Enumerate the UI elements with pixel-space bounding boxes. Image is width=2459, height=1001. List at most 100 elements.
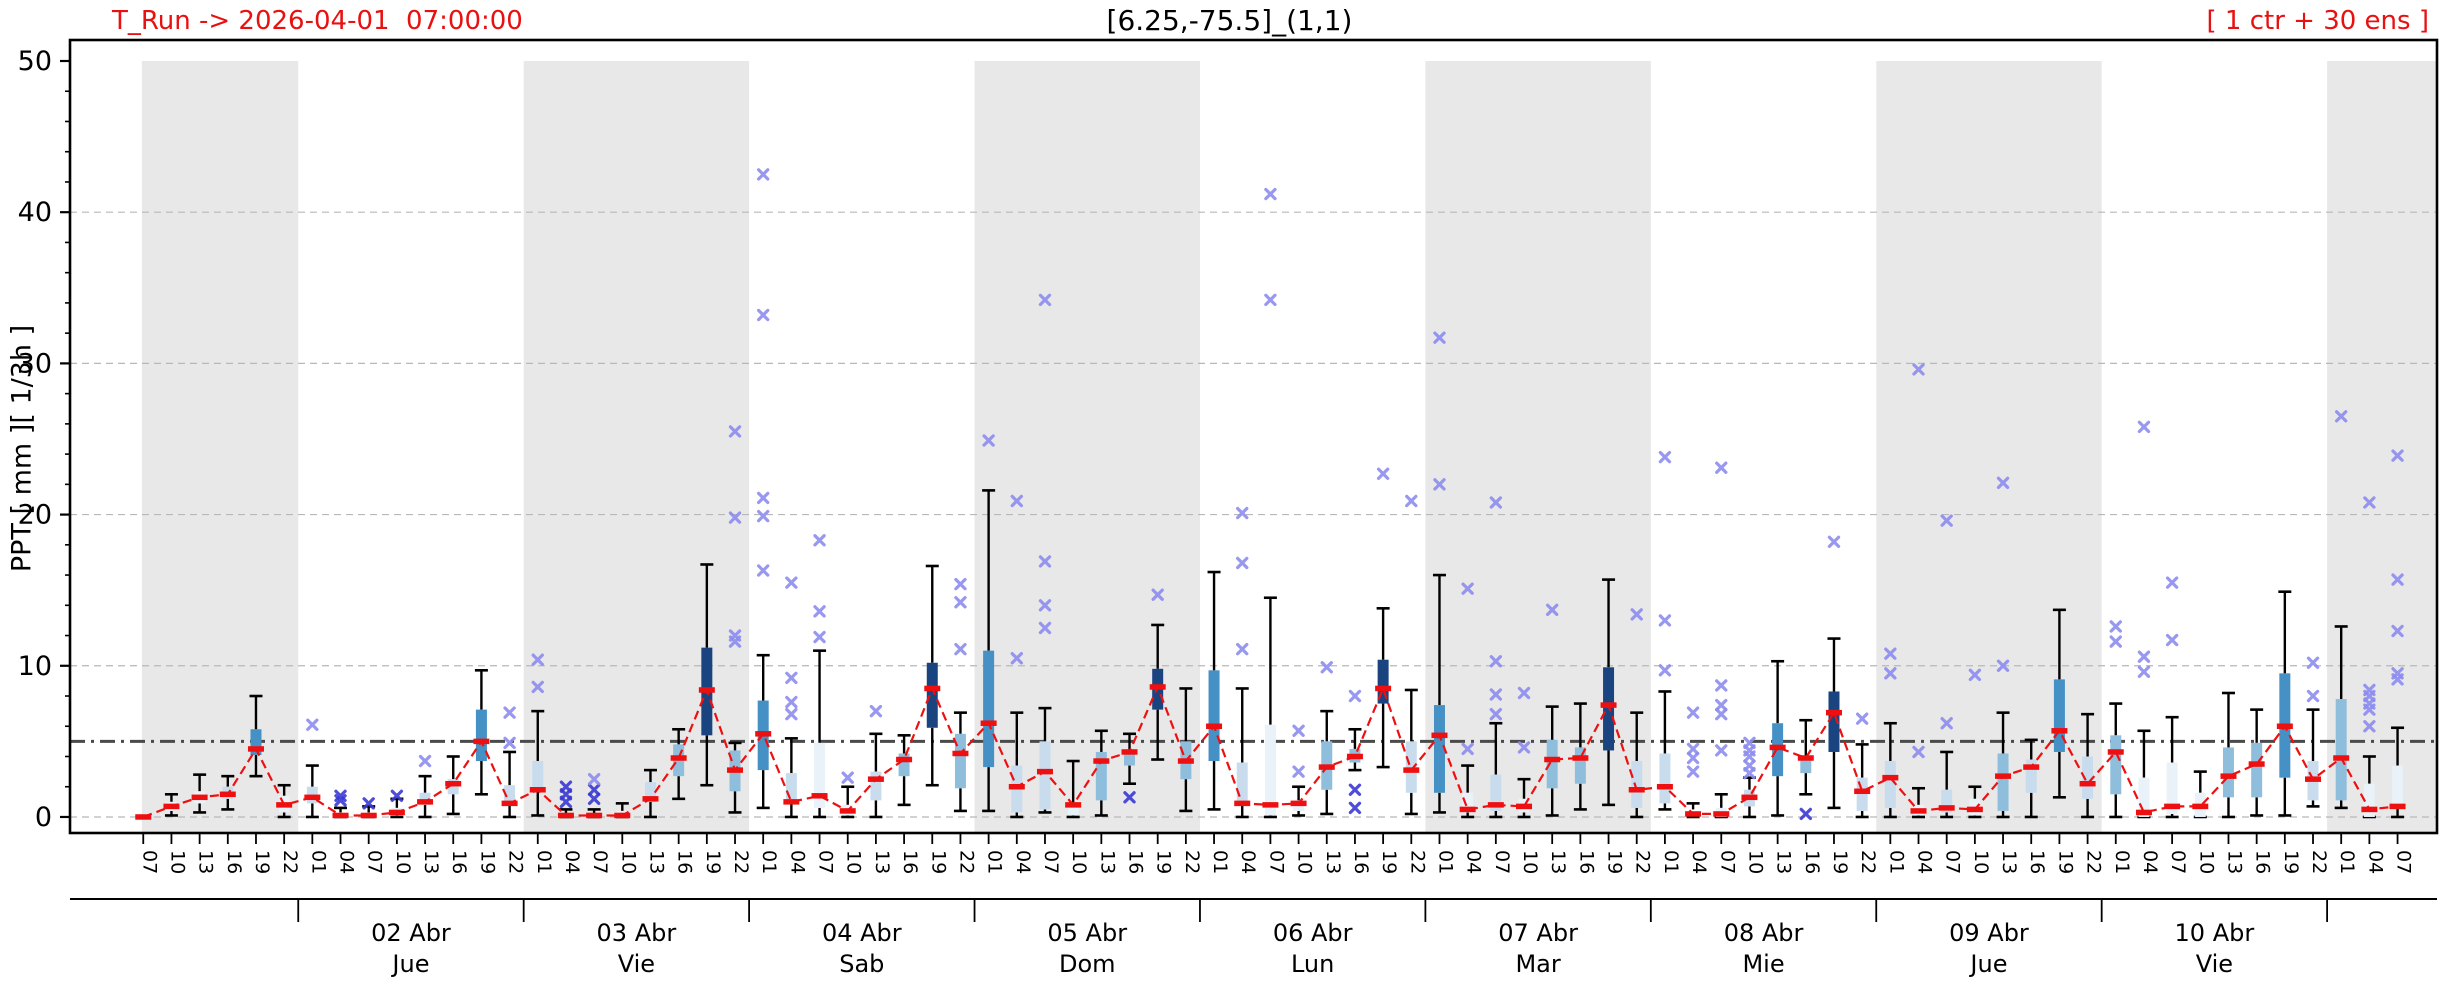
outlier-marker xyxy=(2306,689,2320,703)
x-tick-label: 10 xyxy=(1294,850,1316,874)
day-weekday-label: Jue xyxy=(390,950,429,978)
outlier-marker xyxy=(756,168,770,181)
day-shading-band xyxy=(974,61,1200,833)
median-marker xyxy=(1797,755,1814,761)
median-marker xyxy=(896,756,913,763)
median-marker xyxy=(304,794,321,801)
outlier-marker xyxy=(1940,514,1953,527)
boxplot-box xyxy=(898,753,910,777)
median-marker xyxy=(1656,783,1673,790)
outlier-marker xyxy=(1715,707,1728,721)
outlier-marker xyxy=(1376,467,1390,480)
median-marker xyxy=(980,720,997,726)
outlier-marker xyxy=(1038,293,1052,307)
outlier-marker xyxy=(1489,655,1503,668)
outlier-marker xyxy=(1996,476,2010,490)
median-marker xyxy=(1459,806,1476,813)
median-marker xyxy=(1628,787,1645,793)
x-tick-label: 16 xyxy=(2252,850,2274,874)
median-marker xyxy=(1995,773,2012,779)
median-marker xyxy=(1572,755,1589,761)
y-tick-label: 0 xyxy=(35,802,52,833)
y-tick-label: 50 xyxy=(18,46,52,77)
boxplot-box xyxy=(1067,803,1079,816)
y-tick-label: 20 xyxy=(18,500,52,531)
boxplot-box xyxy=(447,779,459,795)
median-marker xyxy=(1234,800,1251,807)
median-marker xyxy=(1741,794,1758,801)
outlier-marker xyxy=(1715,744,1728,757)
outlier-marker xyxy=(1489,688,1503,701)
median-marker xyxy=(1008,783,1025,790)
outlier-marker xyxy=(2363,683,2376,697)
outlier-marker xyxy=(1715,461,1728,474)
median-marker xyxy=(247,746,264,752)
x-tick-label: 04 xyxy=(1688,850,1710,874)
median-marker xyxy=(2333,755,2350,761)
x-tick-label: 04 xyxy=(1012,850,1034,874)
outlier-marker xyxy=(1236,506,1249,520)
median-marker xyxy=(445,780,462,787)
day-weekday-label: Mar xyxy=(1515,950,1560,978)
outlier-marker xyxy=(954,577,967,591)
boxplot-box xyxy=(1631,761,1643,808)
y-tick-label: 30 xyxy=(18,348,52,379)
outlier-marker xyxy=(1348,801,1362,815)
outlier-marker xyxy=(362,797,375,810)
boxplot-box xyxy=(1405,741,1417,793)
x-tick-label: 22 xyxy=(279,850,301,874)
day-date-label: 03 Abr xyxy=(597,919,677,947)
boxplot-box xyxy=(2251,742,2263,798)
plot-frame xyxy=(68,38,2439,835)
outlier-marker xyxy=(1517,686,1531,700)
day-shading-band xyxy=(1876,61,2102,833)
median-marker xyxy=(2276,723,2293,730)
outlier-marker xyxy=(785,576,798,589)
median-marker xyxy=(1375,685,1392,692)
day-shading-band xyxy=(141,61,299,833)
outlier-marker xyxy=(2137,650,2151,663)
x-tick-label: 22 xyxy=(1181,850,1203,874)
boxplot-box xyxy=(2335,699,2347,801)
outlier-marker xyxy=(1545,603,1559,617)
boxplot-box xyxy=(1377,659,1389,704)
outlier-marker xyxy=(728,629,742,642)
x-tick-label: 22 xyxy=(730,850,752,874)
median-marker xyxy=(473,738,490,745)
outlier-marker xyxy=(418,754,432,768)
y-tick-label: 40 xyxy=(18,197,52,228)
y-axis-label: PPT [ mm ][ 1/3h ] xyxy=(6,324,38,573)
x-tick-label: 13 xyxy=(1547,850,1569,874)
x-tick-label: 19 xyxy=(1378,850,1400,874)
median-marker xyxy=(2051,728,2068,734)
outlier-marker xyxy=(1489,707,1503,721)
x-tick-label: 10 xyxy=(1068,850,1090,874)
median-marker xyxy=(755,731,772,737)
outlier-marker xyxy=(1715,698,1728,712)
boxplot-box xyxy=(1941,789,1953,813)
boxplot-box xyxy=(1800,756,1812,774)
outlier-marker xyxy=(1461,582,1474,595)
day-weekday-label: Mie xyxy=(1742,950,1784,978)
median-marker xyxy=(670,755,687,761)
outlier-marker xyxy=(2363,496,2376,509)
median-marker xyxy=(1318,764,1335,770)
outlier-marker xyxy=(1038,621,1052,635)
outlier-marker xyxy=(1433,331,1446,344)
boxplot-box xyxy=(1659,753,1671,804)
median-marker xyxy=(1206,723,1223,730)
x-tick-label: 19 xyxy=(702,850,724,874)
boxplot-box xyxy=(1603,667,1615,751)
boxplot-box xyxy=(1828,691,1840,752)
outlier-marker xyxy=(1884,667,1897,680)
median-marker xyxy=(783,799,800,805)
x-tick-label: 19 xyxy=(476,850,498,874)
outlier-marker xyxy=(1912,363,1925,376)
outlier-marker xyxy=(2391,624,2404,638)
median-marker xyxy=(614,812,631,819)
outlier-marker xyxy=(587,792,601,806)
boxplot-box xyxy=(1574,747,1586,784)
boxplot-box xyxy=(475,709,487,762)
outlier-marker xyxy=(1489,496,1503,509)
